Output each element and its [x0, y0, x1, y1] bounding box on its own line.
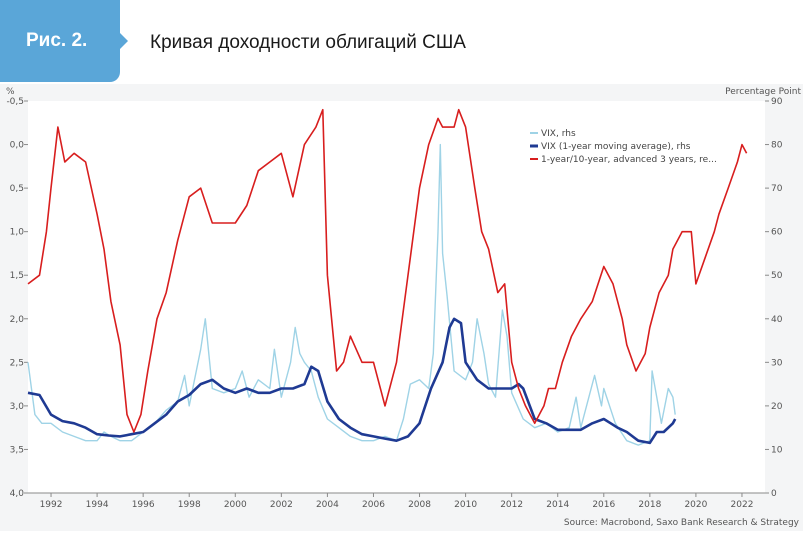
figure-label: Рис. 2. [26, 30, 88, 51]
left-tick-label: 3,5 [10, 445, 24, 455]
left-tick-label: 0,0 [10, 141, 25, 151]
right-axis-unit: Percentage Point [725, 87, 801, 97]
left-tick-label: -0,5 [6, 97, 24, 107]
x-tick-label: 2012 [500, 500, 523, 510]
x-tick-label: 2022 [731, 500, 754, 510]
legend: VIX, rhs VIX (1-year moving average), rhs… [530, 129, 717, 165]
x-tick-label: 2000 [224, 500, 247, 510]
x-tick-label: 1994 [86, 500, 109, 510]
right-tick-label: 0 [771, 489, 777, 499]
right-tick-label: 10 [771, 445, 783, 455]
x-tick-label: 1992 [40, 500, 63, 510]
chart-panel: -0,5 0,0 0,5 1,0 1,5 2,0 2,5 3,0 3,5 4,0 0 10 20 30 4… [0, 84, 803, 531]
x-tick-label: 1998 [178, 500, 201, 510]
right-tick-label: 20 [771, 402, 783, 412]
x-tick-label: 2008 [408, 500, 431, 510]
legend-entry: VIX (1-year moving average), rhs [541, 142, 691, 152]
left-tick-label: 1,5 [10, 271, 24, 281]
x-tick-label: 2018 [638, 500, 661, 510]
left-tick-label: 2,0 [10, 315, 25, 325]
left-tick-label: 3,0 [10, 402, 25, 412]
right-tick-label: 50 [771, 271, 783, 281]
chart-svg: -0,5 0,0 0,5 1,0 1,5 2,0 2,5 3,0 3,5 4,0 0 10 20 30 4… [6, 87, 801, 528]
right-tick-label: 40 [771, 315, 783, 325]
x-tick-label: 2016 [592, 500, 615, 510]
legend-entry: 1-year/10-year, advanced 3 years, re... [541, 155, 717, 165]
x-tick-label: 2002 [270, 500, 293, 510]
left-tick-label: 4,0 [10, 489, 25, 499]
page-title: Кривая доходности облигаций США [150, 32, 466, 53]
x-tick-label: 2020 [684, 500, 707, 510]
x-tick-label: 2006 [362, 500, 385, 510]
header: Рис. 2. Кривая доходности облигаций США [0, 0, 803, 84]
x-tick-label: 2014 [546, 500, 569, 510]
right-tick-label: 80 [771, 141, 783, 151]
right-tick-label: 60 [771, 228, 783, 238]
x-tick-label: 2010 [454, 500, 477, 510]
x-tick-label: 1996 [132, 500, 155, 510]
right-tick-label: 90 [771, 97, 783, 107]
left-tick-label: 1,0 [10, 228, 25, 238]
series-yield-spread-line [27, 108, 748, 433]
left-axis-unit: % [6, 87, 15, 97]
source-note: Source: Macrobond, Saxo Bank Research & … [564, 518, 800, 528]
left-tick-label: 2,5 [10, 358, 24, 368]
left-tick-label: 0,5 [10, 184, 24, 194]
figure-badge-arrow [118, 31, 128, 51]
series-vix-average-line [27, 317, 677, 445]
legend-entry: VIX, rhs [541, 129, 576, 139]
x-tick-label: 2004 [316, 500, 339, 510]
figure-badge: Рис. 2. [0, 0, 120, 82]
right-tick-label: 30 [771, 358, 783, 368]
right-tick-label: 70 [771, 184, 783, 194]
